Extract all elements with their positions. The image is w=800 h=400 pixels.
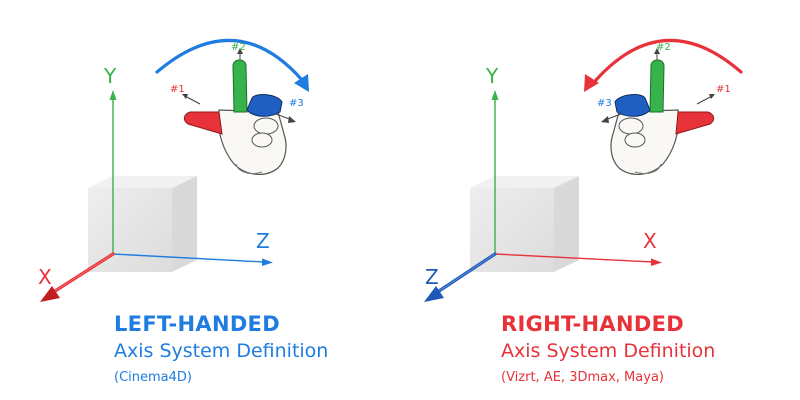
left-hand-icon bbox=[182, 48, 296, 175]
right-y-label: Y bbox=[485, 64, 499, 88]
right-finger-3-label: #3 bbox=[597, 98, 612, 109]
right-z-axis: Z bbox=[424, 252, 497, 302]
left-title: LEFT-HANDED bbox=[114, 312, 280, 336]
left-note: (Cinema4D) bbox=[114, 370, 192, 385]
left-x-label: X bbox=[38, 265, 52, 289]
left-z-label: Z bbox=[256, 229, 270, 253]
right-title: RIGHT-HANDED bbox=[501, 312, 684, 336]
right-subtitle: Axis System Definition bbox=[501, 340, 716, 362]
right-z-label: Z bbox=[425, 265, 439, 289]
left-y-axis: Y bbox=[103, 64, 117, 254]
right-note: (Vizrt, AE, 3Dmax, Maya) bbox=[501, 370, 664, 385]
left-z-axis: Z bbox=[112, 229, 273, 266]
right-x-axis: X bbox=[494, 229, 662, 266]
left-rotation-arrow bbox=[155, 38, 309, 92]
right-finger-2-label: #2 bbox=[656, 42, 671, 53]
right-rotation-arrow bbox=[584, 38, 743, 92]
left-y-label: Y bbox=[103, 64, 117, 88]
left-finger-1-label: #1 bbox=[170, 84, 185, 95]
right-finger-1-label: #1 bbox=[716, 84, 731, 95]
left-cube bbox=[88, 176, 197, 272]
right-cube bbox=[470, 176, 579, 272]
right-y-axis: Y bbox=[485, 64, 499, 254]
left-panel: Y Z X bbox=[38, 38, 309, 302]
left-x-axis: X bbox=[38, 252, 115, 302]
left-subtitle: Axis System Definition bbox=[114, 340, 329, 362]
right-x-label: X bbox=[643, 229, 657, 253]
left-finger-3-label: #3 bbox=[289, 98, 304, 109]
right-panel: Y X Z bbox=[424, 38, 743, 302]
right-hand-icon bbox=[601, 48, 715, 175]
left-finger-2-label: #2 bbox=[231, 42, 246, 53]
